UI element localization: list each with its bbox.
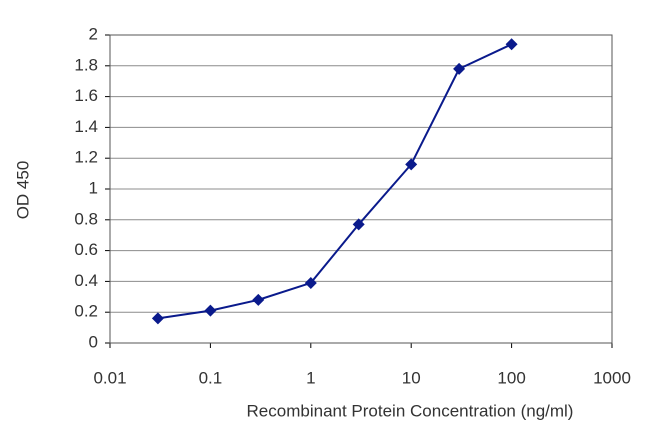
y-tick-label: 0.4 — [74, 271, 98, 290]
x-tick-label: 1 — [306, 368, 315, 387]
x-axis-label: Recombinant Protein Concentration (ng/ml… — [247, 401, 574, 420]
plot-border — [109, 34, 613, 344]
x-tick-label: 0.1 — [199, 368, 223, 387]
y-tick-label: 0.8 — [74, 209, 98, 228]
marker — [252, 293, 265, 306]
y-tick-label: 1 — [89, 178, 98, 197]
marker — [405, 158, 418, 171]
y-tick-label: 1.6 — [74, 86, 98, 105]
marker — [453, 62, 466, 75]
marker — [151, 312, 164, 325]
x-tick-label: 1000 — [593, 368, 631, 387]
y-tick-label: 2 — [89, 24, 98, 43]
marker — [352, 218, 365, 231]
y-tick-label: 1.8 — [74, 55, 98, 74]
y-tick-label: 0.2 — [74, 302, 98, 321]
y-tick-label: 0 — [89, 332, 98, 351]
x-tick-label: 0.01 — [93, 368, 126, 387]
marker — [505, 38, 518, 51]
marker — [204, 304, 217, 317]
y-axis-label: OD 450 — [13, 161, 32, 220]
y-tick-label: 0.6 — [74, 240, 98, 259]
y-tick-label: 1.4 — [74, 117, 98, 136]
x-tick-label: 10 — [402, 368, 421, 387]
line — [157, 43, 513, 320]
x-tick-label: 100 — [497, 368, 525, 387]
y-tick-label: 1.2 — [74, 148, 98, 167]
marker — [304, 276, 317, 289]
